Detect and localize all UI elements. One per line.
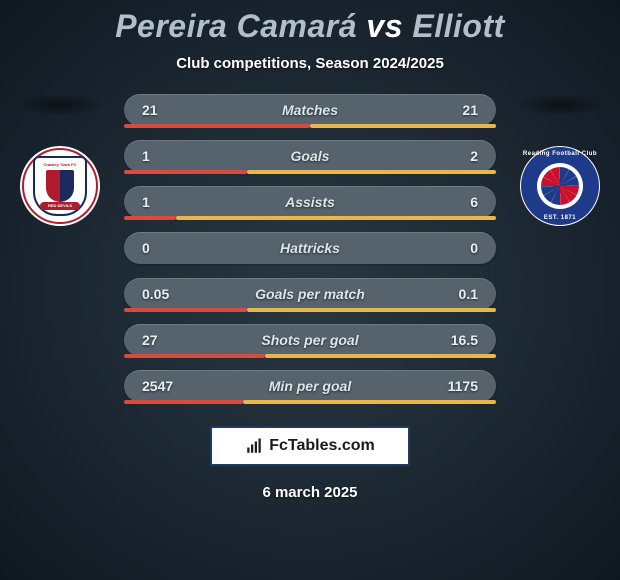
stat-label: Matches (192, 102, 428, 118)
stat-right-value: 0.1 (428, 286, 478, 302)
stat-left-value: 0.05 (142, 286, 192, 302)
player1-silhouette-shadow (15, 94, 105, 116)
stat-label: Goals per match (192, 286, 428, 302)
brand-text: FcTables.com (269, 437, 375, 455)
shield-icon (46, 170, 74, 202)
stat-right-value: 0 (428, 240, 478, 256)
content-row: Crawley Town FC RED DEVILS 21Matches211G… (0, 94, 620, 402)
stat-right-value: 1175 (428, 378, 478, 394)
stat-left-value: 1 (142, 148, 192, 164)
stat-left-value: 1 (142, 194, 192, 210)
stat-label: Assists (192, 194, 428, 210)
date-text: 6 march 2025 (262, 484, 357, 501)
page-title: Pereira Camará vs Elliott (115, 8, 505, 45)
stat-left-value: 21 (142, 102, 192, 118)
vs-text: vs (366, 8, 403, 44)
brand-box: FcTables.com (210, 426, 410, 466)
stat-bar-right (265, 354, 496, 358)
stat-bar-left (124, 216, 176, 220)
stat-bar-left (124, 308, 247, 312)
stat-bar-right (247, 308, 496, 312)
stat-row: 21Matches21 (124, 94, 496, 126)
club-right-name: Reading Football Club (523, 151, 597, 157)
stat-label: Shots per goal (192, 332, 428, 348)
stat-label: Min per goal (192, 378, 428, 394)
player2-silhouette-shadow (515, 94, 605, 116)
stat-bar-left (124, 354, 265, 358)
stat-bar-right (176, 216, 496, 220)
player1-name: Pereira Camará (115, 8, 357, 44)
stat-bar-right (310, 124, 496, 128)
stat-left-value: 2547 (142, 378, 192, 394)
left-side: Crawley Town FC RED DEVILS (0, 94, 120, 226)
chart-icon (245, 437, 263, 455)
player2-name: Elliott (412, 8, 504, 44)
club-right-est: EST. 1871 (544, 215, 576, 221)
subtitle: Club competitions, Season 2024/2025 (176, 55, 444, 72)
stat-left-value: 0 (142, 240, 192, 256)
stat-bar-right (247, 170, 496, 174)
ball-icon (541, 167, 579, 205)
stat-label: Hattricks (192, 240, 428, 256)
club-badge-left: Crawley Town FC RED DEVILS (20, 146, 100, 226)
stat-row: 0Hattricks0 (124, 232, 496, 264)
stat-left-value: 27 (142, 332, 192, 348)
right-side: Reading Football Club EST. 1871 (500, 94, 620, 226)
stats-list: 21Matches211Goals21Assists60Hattricks00.… (120, 94, 500, 402)
stat-bar-left (124, 170, 247, 174)
club-left-name: Crawley Town FC (43, 162, 76, 167)
stat-bar-left (124, 400, 243, 404)
stat-right-value: 2 (428, 148, 478, 164)
stat-right-value: 6 (428, 194, 478, 210)
stat-row: 27Shots per goal16.5 (124, 324, 496, 356)
stat-label: Goals (192, 148, 428, 164)
stat-bar-right (243, 400, 496, 404)
stat-right-value: 16.5 (428, 332, 478, 348)
stat-row: 0.05Goals per match0.1 (124, 278, 496, 310)
stat-row: 1Assists6 (124, 186, 496, 218)
club-badge-right: Reading Football Club EST. 1871 (520, 146, 600, 226)
stat-right-value: 21 (428, 102, 478, 118)
comparison-card: Pereira Camará vs Elliott Club competiti… (0, 0, 620, 580)
club-left-banner: RED DEVILS (40, 202, 80, 210)
stat-row: 2547Min per goal1175 (124, 370, 496, 402)
stat-bar-left (124, 124, 310, 128)
stat-row: 1Goals2 (124, 140, 496, 172)
